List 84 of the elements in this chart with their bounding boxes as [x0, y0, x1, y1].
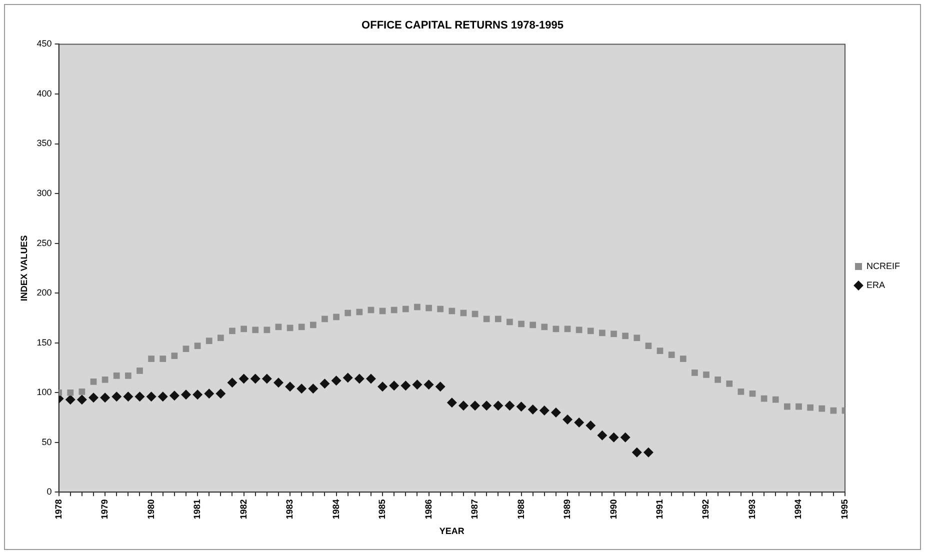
point	[250, 374, 260, 384]
point	[88, 392, 98, 403]
point	[238, 374, 249, 384]
x-tick-label: 1978	[53, 499, 64, 520]
x-tick-label: 1993	[746, 499, 757, 520]
point	[112, 392, 122, 402]
point	[608, 432, 619, 442]
point	[262, 374, 272, 384]
point	[65, 394, 76, 405]
point	[354, 374, 364, 384]
point	[285, 382, 296, 392]
point	[643, 447, 654, 458]
point	[76, 394, 87, 405]
point	[389, 380, 400, 391]
y-tick-label: 250	[36, 238, 52, 248]
point	[482, 400, 492, 411]
x-tick-label: 1991	[654, 499, 664, 520]
point	[516, 402, 526, 412]
point	[123, 392, 134, 402]
point	[412, 380, 422, 390]
y-tick-label: 300	[36, 188, 52, 198]
y-tick-label: 350	[36, 138, 52, 148]
point	[586, 420, 596, 430]
x-tick-label: 1990	[608, 499, 618, 520]
point	[296, 384, 307, 394]
y-tick-label: 150	[36, 337, 52, 348]
point	[620, 432, 630, 442]
legend-label: NCREIF	[866, 260, 900, 271]
point	[342, 372, 353, 383]
x-tick-label: 1988	[516, 499, 526, 520]
x-tick-label: 1994	[793, 499, 804, 520]
x-tick-label: 1989	[562, 499, 572, 520]
x-tick-label: 1982	[238, 499, 248, 520]
point	[204, 388, 214, 399]
y-tick-label: 0	[46, 486, 52, 497]
x-tick-label: 1983	[284, 499, 295, 520]
x-tick-label: 1984	[330, 499, 341, 520]
point	[227, 378, 238, 388]
point	[378, 382, 388, 392]
point	[100, 392, 110, 403]
y-tick-label: 100	[36, 387, 52, 398]
y-tick-label: 200	[36, 288, 52, 298]
point	[192, 390, 203, 400]
x-tick-label: 1992	[700, 499, 711, 520]
point	[470, 400, 480, 411]
x-tick-label: 1980	[146, 499, 156, 520]
x-tick-label: 1981	[192, 499, 202, 520]
point	[308, 384, 318, 394]
point	[504, 400, 515, 411]
y-tick-label: 50	[42, 436, 52, 447]
point	[493, 400, 504, 411]
legend-label: ERA	[866, 280, 886, 290]
y-tick-label: 400	[36, 88, 52, 98]
point	[273, 378, 284, 388]
point	[597, 430, 608, 440]
point	[169, 390, 180, 401]
point	[458, 400, 468, 411]
y-axis-title: INDEX VALUES	[18, 235, 29, 302]
point	[216, 388, 226, 399]
point	[632, 447, 642, 458]
point	[146, 392, 156, 402]
chart-title: OFFICE CAPITAL RETURNS 1978-1995	[362, 20, 564, 32]
point	[331, 376, 342, 386]
point	[528, 404, 538, 415]
point	[574, 417, 584, 428]
x-tick-label: 1985	[377, 499, 388, 520]
x-tick-label: 1995	[839, 499, 850, 520]
x-tick-label: 1986	[423, 499, 434, 520]
point	[366, 374, 376, 384]
point	[400, 380, 411, 391]
point	[435, 382, 446, 392]
point	[446, 398, 457, 408]
point	[539, 406, 550, 416]
point	[424, 380, 434, 390]
x-tick-label: 1987	[470, 499, 480, 520]
point	[550, 408, 561, 418]
x-tick-label: 1979	[100, 499, 110, 520]
point	[158, 392, 168, 402]
point	[180, 390, 191, 400]
point	[134, 392, 145, 402]
y-tick-label: 450	[36, 38, 52, 49]
point	[562, 414, 573, 425]
x-axis-title: YEAR	[439, 526, 465, 536]
point	[320, 378, 330, 389]
